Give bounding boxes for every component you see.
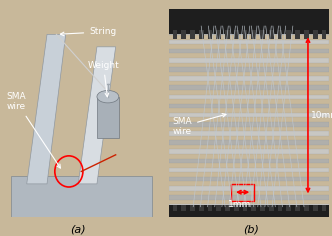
FancyBboxPatch shape <box>260 30 265 38</box>
FancyBboxPatch shape <box>169 122 329 126</box>
FancyBboxPatch shape <box>181 205 186 211</box>
FancyBboxPatch shape <box>287 30 291 38</box>
FancyBboxPatch shape <box>173 30 177 38</box>
FancyBboxPatch shape <box>208 30 212 38</box>
FancyBboxPatch shape <box>216 30 221 38</box>
FancyBboxPatch shape <box>169 12 329 17</box>
Text: SMA
wire: SMA wire <box>6 92 60 168</box>
Text: (b): (b) <box>243 225 259 235</box>
FancyBboxPatch shape <box>169 159 329 163</box>
FancyBboxPatch shape <box>208 205 212 211</box>
FancyBboxPatch shape <box>169 113 329 118</box>
Text: 1mm: 1mm <box>228 200 251 209</box>
Polygon shape <box>27 34 66 184</box>
FancyBboxPatch shape <box>295 205 300 211</box>
FancyBboxPatch shape <box>313 30 317 38</box>
Text: (a): (a) <box>70 225 86 235</box>
Text: 10mm: 10mm <box>311 111 332 120</box>
FancyBboxPatch shape <box>251 30 256 38</box>
FancyBboxPatch shape <box>181 30 186 38</box>
FancyBboxPatch shape <box>169 31 329 35</box>
FancyBboxPatch shape <box>169 85 329 90</box>
FancyBboxPatch shape <box>169 205 329 217</box>
FancyBboxPatch shape <box>169 168 329 172</box>
FancyBboxPatch shape <box>190 30 195 38</box>
FancyBboxPatch shape <box>243 30 247 38</box>
FancyBboxPatch shape <box>169 67 329 72</box>
FancyBboxPatch shape <box>169 149 329 154</box>
FancyBboxPatch shape <box>287 205 291 211</box>
FancyBboxPatch shape <box>190 205 195 211</box>
FancyBboxPatch shape <box>169 140 329 145</box>
FancyBboxPatch shape <box>169 195 329 200</box>
FancyBboxPatch shape <box>169 95 329 99</box>
FancyBboxPatch shape <box>321 205 326 211</box>
FancyBboxPatch shape <box>169 204 329 209</box>
FancyBboxPatch shape <box>234 205 239 211</box>
FancyBboxPatch shape <box>169 104 329 108</box>
FancyBboxPatch shape <box>169 177 329 181</box>
FancyBboxPatch shape <box>234 30 239 38</box>
FancyBboxPatch shape <box>278 205 283 211</box>
FancyBboxPatch shape <box>199 30 204 38</box>
FancyBboxPatch shape <box>225 30 230 38</box>
FancyBboxPatch shape <box>169 21 329 26</box>
FancyBboxPatch shape <box>269 205 274 211</box>
FancyBboxPatch shape <box>278 30 283 38</box>
FancyBboxPatch shape <box>199 205 204 211</box>
FancyBboxPatch shape <box>169 58 329 63</box>
FancyBboxPatch shape <box>225 205 230 211</box>
Text: SMA
wire: SMA wire <box>173 114 226 136</box>
FancyBboxPatch shape <box>11 176 151 217</box>
FancyBboxPatch shape <box>169 131 329 136</box>
Text: String: String <box>60 27 117 36</box>
Text: Weight: Weight <box>88 61 119 97</box>
FancyBboxPatch shape <box>260 205 265 211</box>
FancyBboxPatch shape <box>269 30 274 38</box>
FancyBboxPatch shape <box>321 30 326 38</box>
FancyBboxPatch shape <box>216 205 221 211</box>
FancyBboxPatch shape <box>173 205 177 211</box>
FancyBboxPatch shape <box>97 97 119 138</box>
FancyBboxPatch shape <box>169 49 329 54</box>
FancyBboxPatch shape <box>304 30 309 38</box>
FancyBboxPatch shape <box>169 76 329 81</box>
FancyBboxPatch shape <box>304 205 309 211</box>
FancyBboxPatch shape <box>169 40 329 44</box>
FancyBboxPatch shape <box>295 30 300 38</box>
FancyBboxPatch shape <box>251 205 256 211</box>
Polygon shape <box>78 47 116 184</box>
FancyBboxPatch shape <box>243 205 247 211</box>
FancyBboxPatch shape <box>169 186 329 190</box>
Ellipse shape <box>97 90 119 103</box>
FancyBboxPatch shape <box>169 9 329 34</box>
FancyBboxPatch shape <box>313 205 317 211</box>
